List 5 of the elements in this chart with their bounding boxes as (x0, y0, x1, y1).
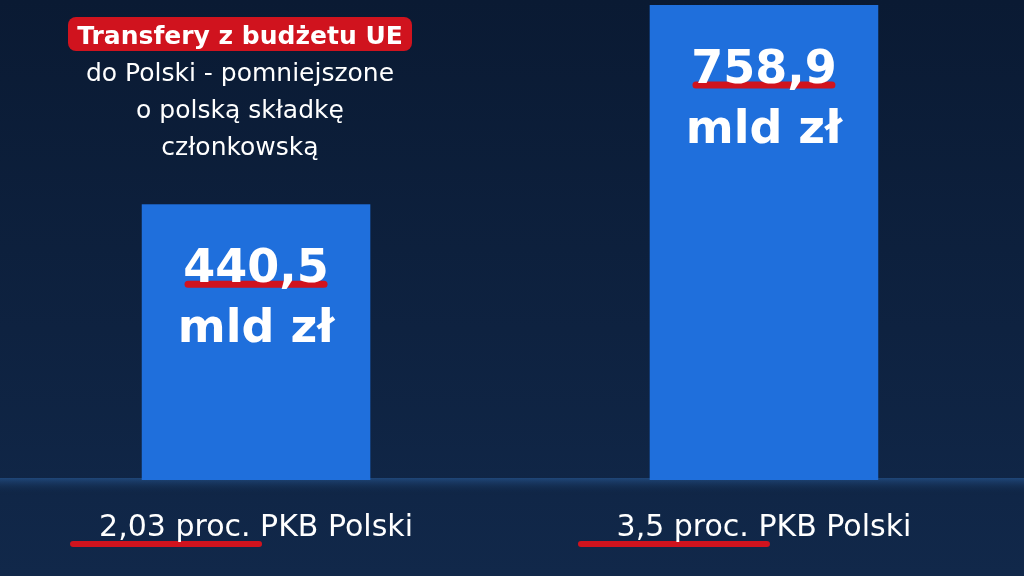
data-label: 440,5 mld zł (177, 239, 336, 354)
data-label: 758,9 mld zł (685, 40, 844, 154)
x-tick-label: 2,03 proc. PKB Polski (99, 508, 413, 543)
x-tick-label: 3,5 proc. PKB Polski (616, 508, 912, 543)
text: Transfery z budżetu UE do Polski - pomniejszone o polską składkę członkowską (77, 21, 403, 161)
